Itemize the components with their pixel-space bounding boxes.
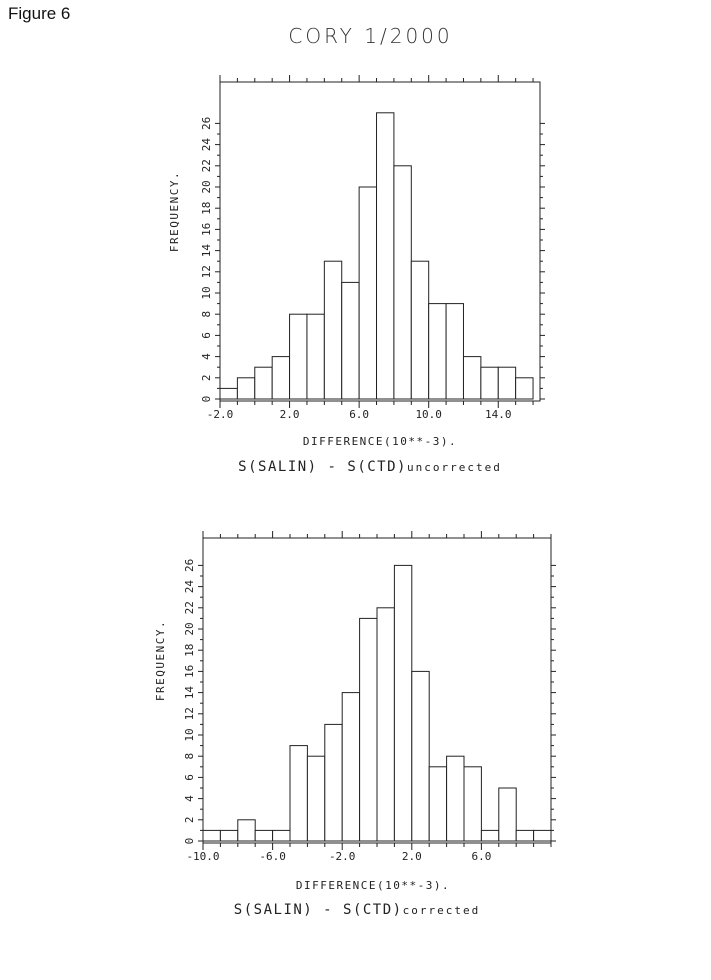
histogram-bar [219, 387, 238, 400]
y-tick-label: 20 [183, 622, 196, 635]
y-tick-label: 4 [200, 353, 213, 360]
y-tick-label: 24 [183, 580, 196, 594]
histogram-bar [428, 303, 447, 400]
y-tick-label: 26 [200, 117, 213, 130]
x-tick-label: 2.0 [280, 408, 300, 421]
y-tick-label: 18 [200, 202, 213, 215]
y-axis-label: FREQUENCY. [154, 620, 167, 701]
histogram-bar [480, 829, 500, 842]
y-tick-label: 14 [200, 244, 213, 258]
histogram-bar [411, 670, 430, 842]
histogram-bar [376, 607, 395, 842]
x-tick-label: -6.0 [259, 850, 286, 863]
histogram-bar [446, 755, 465, 842]
chart-title: CORY 1/2000 [288, 24, 453, 48]
y-tick-label: 6 [183, 774, 196, 781]
y-tick-label: 18 [183, 644, 196, 657]
y-tick-label: 16 [200, 223, 213, 236]
caption-main: S(SALIN) - S(CTD) [234, 902, 403, 918]
histogram-bar [515, 377, 534, 400]
histogram-bar [533, 829, 552, 842]
histogram-bar [358, 186, 378, 400]
y-tick-label: 16 [183, 665, 196, 678]
histogram-bar [306, 313, 325, 400]
x-tick-label: 10.0 [415, 408, 442, 421]
histogram-bar [289, 745, 308, 842]
y-tick-label: 22 [200, 159, 213, 172]
caption-suffix: uncorrected [407, 461, 502, 474]
y-tick-label: 22 [183, 601, 196, 614]
histogram-bar [237, 819, 256, 842]
histogram-bar [393, 165, 412, 400]
x-tick-label: 2.0 [402, 850, 422, 863]
y-tick-label: 12 [183, 707, 196, 720]
x-tick-label: 6.0 [349, 408, 369, 421]
histogram-bar [410, 260, 430, 400]
caption-main: S(SALIN) - S(CTD) [238, 459, 407, 475]
x-tick-label: -2.0 [329, 850, 356, 863]
histogram-bar [323, 260, 343, 400]
histogram-bar [376, 112, 395, 400]
x-tick-label: 6.0 [471, 850, 491, 863]
figure-label: Figure 6 [8, 4, 71, 23]
histogram-bar [497, 366, 517, 400]
y-tick-label: 2 [200, 374, 213, 381]
y-axis-label: FREQUENCY. [168, 171, 181, 252]
y-tick-label: 2 [183, 816, 196, 823]
x-tick-label: 14.0 [485, 408, 512, 421]
histogram-bar [393, 564, 413, 842]
y-tick-label: 8 [200, 311, 213, 318]
x-tick-label: -10.0 [186, 850, 219, 863]
y-tick-label: 0 [183, 838, 196, 845]
histogram-corrected: -10.0 -6.0 -2.0 2.0 6.0024681012141618202224… [154, 531, 556, 918]
x-tick-label: -2.0 [207, 408, 234, 421]
histogram-bar [236, 377, 256, 400]
y-tick-label: 10 [183, 728, 196, 741]
histogram-bar [445, 303, 464, 400]
y-tick-label: 4 [183, 795, 196, 802]
histogram-bar [306, 755, 326, 842]
histogram-bar [219, 829, 239, 842]
histogram-bar [480, 366, 499, 400]
histogram-bar [272, 829, 291, 842]
histogram-bar [324, 723, 343, 842]
y-tick-label: 8 [183, 753, 196, 760]
histogram-bar [341, 692, 361, 842]
histogram-bar [289, 313, 308, 400]
y-tick-label: 24 [200, 138, 213, 152]
plot-frame [219, 81, 541, 402]
y-tick-label: 26 [183, 559, 196, 572]
histogram-bar [428, 766, 448, 842]
y-tick-label: 10 [200, 286, 213, 299]
x-axis-label: DIFFERENCE(10**-3). [303, 435, 457, 448]
histogram-bar [271, 356, 291, 400]
histogram-bar [341, 281, 360, 400]
histogram-bar [254, 829, 274, 842]
histogram-uncorrected: -2.0 2.0 6.0 10.0 14.00246810121416182022242… [168, 75, 545, 475]
chart-caption: S(SALIN) - S(CTD)uncorrected [238, 459, 502, 475]
y-tick-label: 20 [200, 180, 213, 193]
caption-suffix: corrected [403, 904, 481, 917]
histogram-bar [462, 356, 482, 400]
y-tick-label: 6 [200, 332, 213, 339]
histogram-bar [254, 366, 273, 400]
histogram-bar [359, 617, 378, 842]
x-axis-label: DIFFERENCE(10**-3). [296, 879, 450, 892]
histogram-bar [498, 787, 517, 842]
histogram-bar [202, 829, 221, 842]
y-tick-label: 0 [200, 396, 213, 403]
chart-caption: S(SALIN) - S(CTD)corrected [234, 902, 480, 918]
histogram-bar [463, 766, 482, 842]
histogram-bar [515, 829, 535, 842]
y-tick-label: 12 [200, 265, 213, 278]
y-tick-label: 14 [183, 686, 196, 700]
